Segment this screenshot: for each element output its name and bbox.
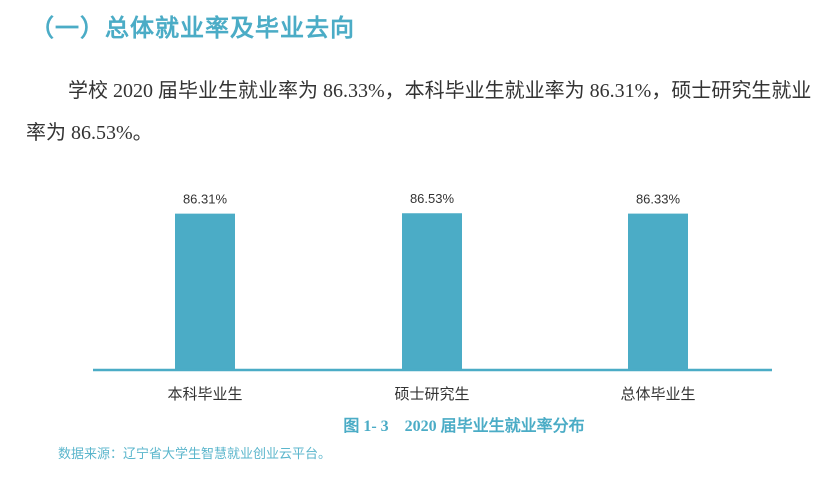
bar-chart: 86.31% 本科毕业生 86.53% 硕士研究生 86.33% 总体毕业生 <box>93 191 772 403</box>
body-paragraph: 学校 2020 届毕业生就业率为 86.33%，本科毕业生就业率为 86.31%… <box>26 80 812 144</box>
x-tick-label: 总体毕业生 <box>620 385 695 403</box>
bar <box>175 213 235 369</box>
section-heading: （一）总体就业率及毕业去向 <box>30 14 355 42</box>
chart-caption: 图 1- 3 2020 届毕业生就业率分布 <box>343 418 585 435</box>
data-label: 86.31% <box>183 192 228 207</box>
data-label: 86.33% <box>636 192 681 207</box>
x-tick-label: 硕士研究生 <box>394 385 469 403</box>
bar <box>402 213 462 369</box>
x-tick-label: 本科毕业生 <box>167 385 242 403</box>
data-label: 86.53% <box>410 191 455 206</box>
data-source-note: 数据来源：辽宁省大学生智慧就业创业云平台。 <box>58 447 332 462</box>
bar <box>628 213 688 369</box>
